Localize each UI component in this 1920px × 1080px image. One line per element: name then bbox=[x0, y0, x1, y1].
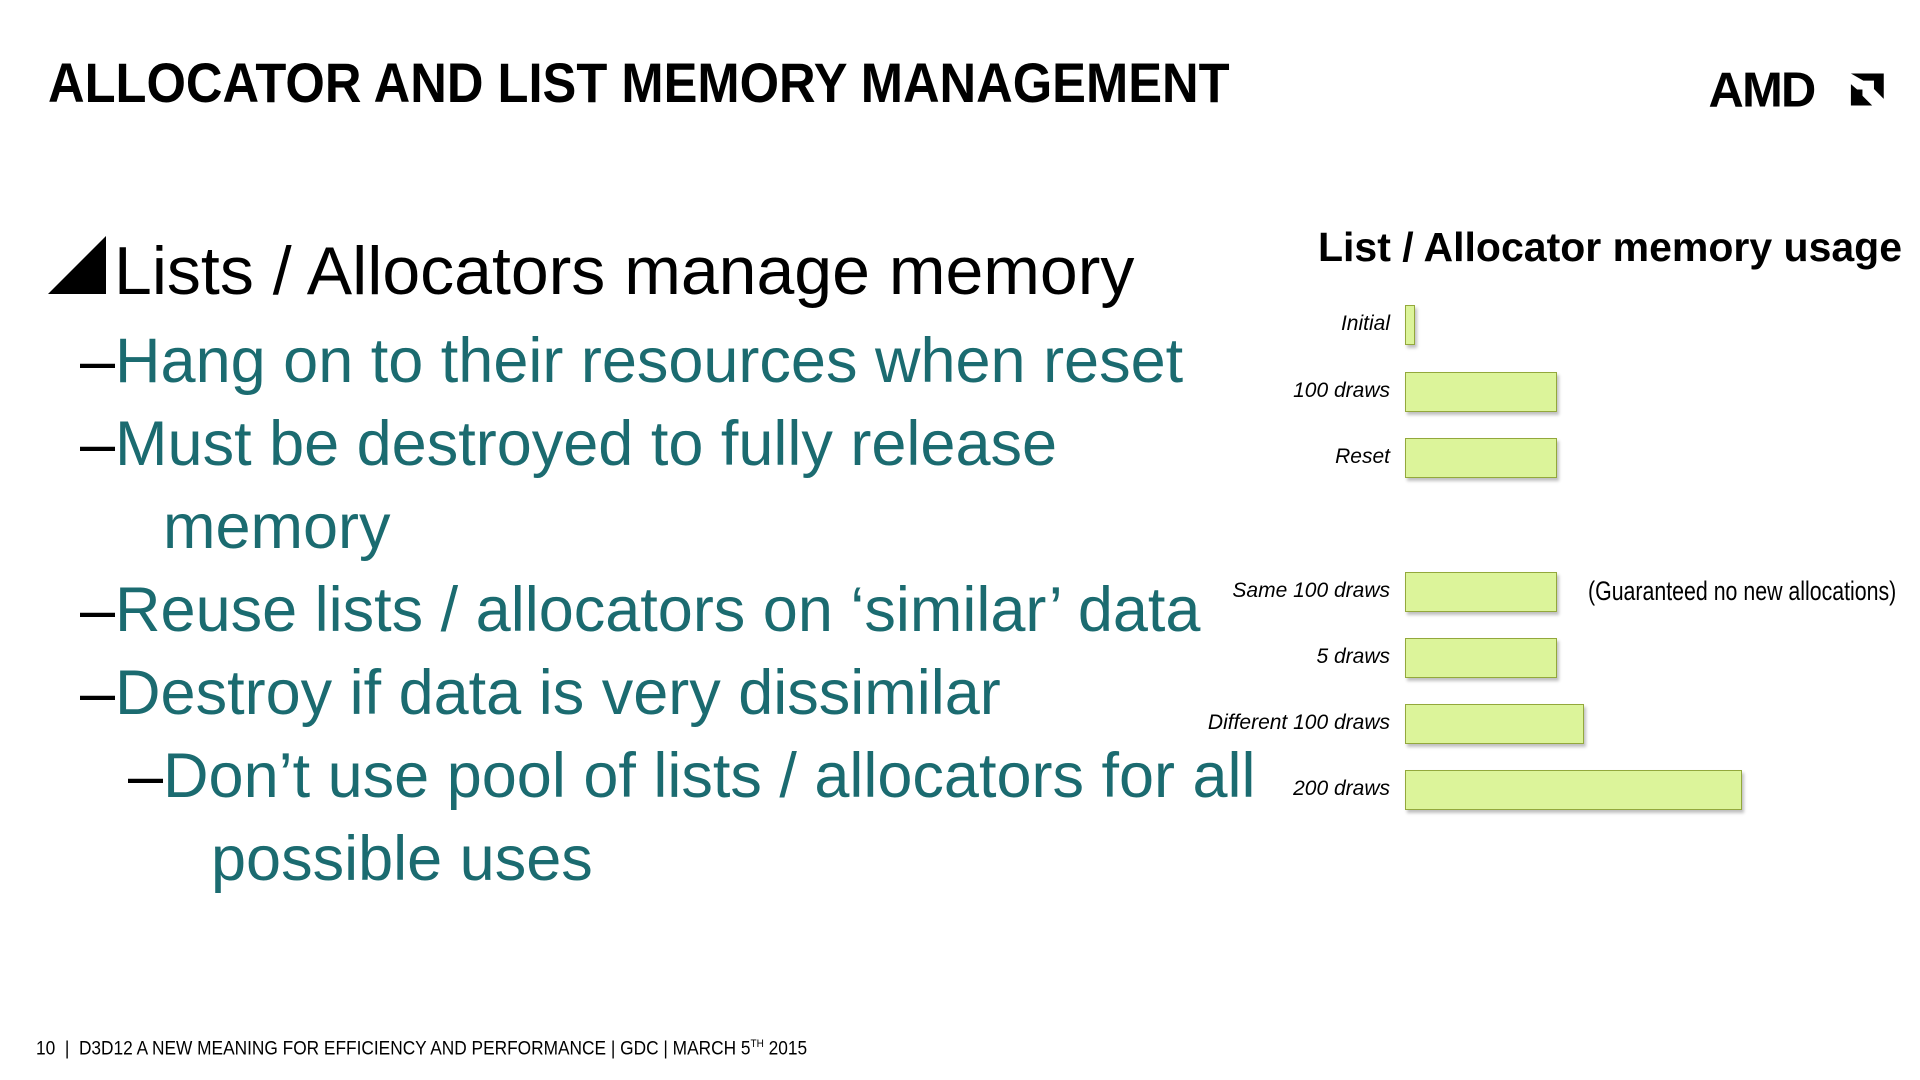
svg-text:AMD: AMD bbox=[1709, 64, 1816, 118]
